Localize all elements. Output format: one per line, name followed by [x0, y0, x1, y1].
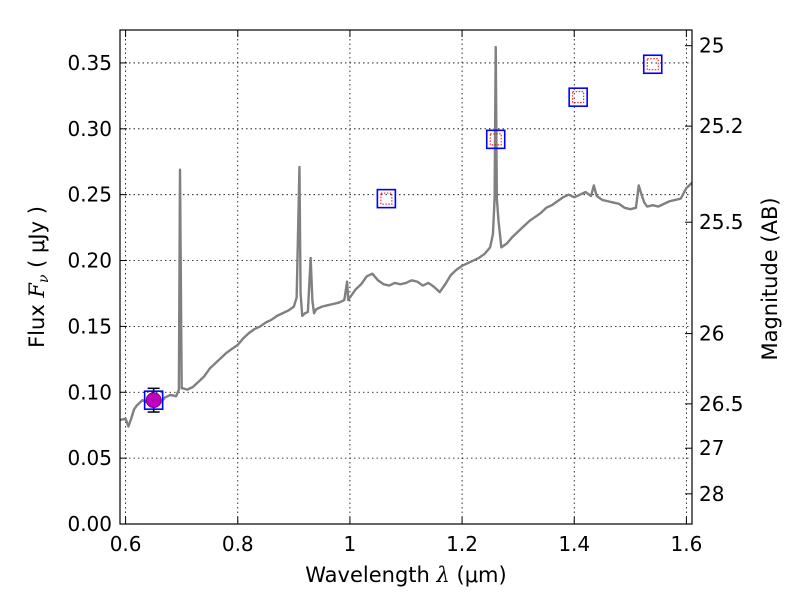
- observed-square-0: [143, 390, 164, 410]
- x-tick-label-0: 0.6: [110, 532, 142, 556]
- model-square-inner-0: [380, 192, 393, 205]
- ticks-layer: 0.6 0.8 1 1.2 1.4 1.6 0.00 0.05 0.10 0.15 0.20 0.25…: [67, 30, 744, 556]
- model-square-inner-1: [489, 133, 502, 146]
- x-tick-label-1: 0.8: [222, 532, 254, 556]
- model-square-3: [642, 54, 663, 75]
- y-tick-label-2: 0.10: [67, 380, 112, 404]
- y2-tick-label-5: 27: [699, 436, 724, 460]
- gridlines: [120, 30, 692, 525]
- markers-layer: [143, 54, 663, 413]
- y-axis-title-prefix: Flux: [25, 298, 49, 348]
- y-tick-label-0: 0.00: [67, 512, 112, 536]
- y-tick-label-6: 0.30: [67, 117, 112, 141]
- y-axis-title-subscript: ν: [36, 274, 52, 283]
- y2-tick-label-4: 26.5: [699, 392, 744, 416]
- y-tick-label-1: 0.05: [67, 446, 112, 470]
- model-square-inner-2: [572, 91, 585, 104]
- spectrum-line-0: [120, 45, 692, 428]
- model-square-inner-3: [646, 58, 659, 71]
- x-tick-label-4: 1.4: [558, 532, 590, 556]
- y-tick-label-3: 0.15: [67, 314, 112, 338]
- x-tick-label-2: 1: [344, 532, 357, 556]
- y2-axis-title: Magnitude (AB): [758, 197, 782, 360]
- x-tick-label-5: 1.6: [670, 532, 702, 556]
- model-square-2: [568, 87, 588, 107]
- series-layer: [120, 45, 692, 428]
- y-axis-title: Flux Fν ( μJy ): [25, 206, 52, 348]
- plot-frame: [119, 29, 693, 525]
- x-tick-label-3: 1.2: [446, 532, 478, 556]
- y-tick-label-4: 0.20: [67, 249, 112, 273]
- x-axis-title-symbol: λ: [436, 563, 450, 587]
- observed-point-0: [145, 392, 162, 409]
- y2-tick-label-6: 28: [699, 482, 724, 506]
- x-axis-title: Wavelength λ (μm): [305, 563, 506, 587]
- y-tick-label-5: 0.25: [67, 183, 112, 207]
- y-axis-title-unit: ( μJy ): [25, 206, 49, 274]
- y-axis-title-symbol: F: [25, 282, 49, 299]
- y2-tick-label-1: 25.2: [699, 114, 744, 138]
- x-axis-title-prefix: Wavelength: [305, 563, 436, 587]
- y-tick-label-7: 0.35: [67, 51, 112, 75]
- y2-tick-label-2: 25.5: [699, 210, 744, 234]
- model-square-1: [485, 129, 506, 150]
- y2-tick-label-0: 25: [699, 34, 724, 58]
- x-axis-title-unit: (μm): [450, 563, 507, 587]
- y2-tick-label-3: 26: [699, 322, 724, 346]
- model-square-0: [376, 188, 397, 209]
